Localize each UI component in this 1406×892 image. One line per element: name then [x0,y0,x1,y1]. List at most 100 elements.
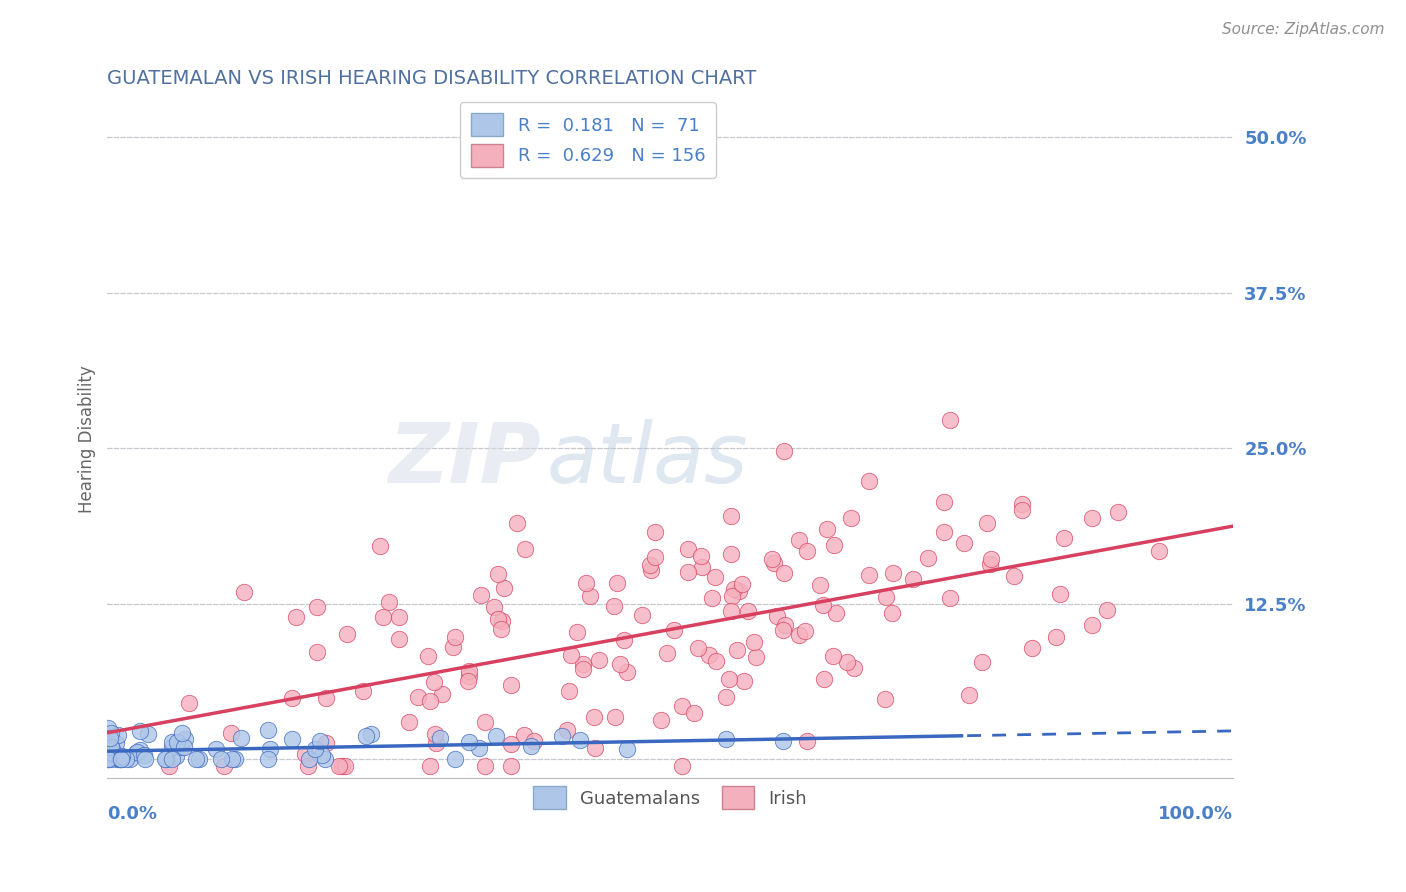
Point [406,690,429,704]
Point [858,568,880,582]
Point [970,655,993,669]
Point [976,516,998,530]
Point [371,610,394,624]
Point [127,745,149,759]
Point [690,560,713,574]
Point [731,577,754,591]
Point [721,589,744,603]
Point [957,688,980,702]
Text: ZIP: ZIP [388,419,541,500]
Point [603,710,626,724]
Point [356,729,378,743]
Point [388,632,411,647]
Point [335,758,357,772]
Point [644,549,666,564]
Point [630,607,652,622]
Point [257,723,280,737]
Point [100,747,122,761]
Point [188,752,211,766]
Point [97,752,120,766]
Point [650,713,672,727]
Point [638,558,661,572]
Point [432,687,454,701]
Point [700,591,723,605]
Point [419,694,441,708]
Point [939,591,962,605]
Point [416,649,439,664]
Point [328,758,350,772]
Point [787,533,810,547]
Text: 100.0%: 100.0% [1159,805,1233,823]
Point [787,628,810,642]
Point [124,746,146,760]
Point [501,737,523,751]
Point [523,734,546,748]
Point [811,599,834,613]
Point [742,635,765,649]
Point [588,653,610,667]
Point [575,576,598,591]
Point [104,735,127,749]
Point [873,692,896,706]
Point [107,728,129,742]
Point [97,739,120,753]
Point [108,752,131,766]
Point [716,731,738,746]
Point [352,683,374,698]
Point [1147,544,1170,558]
Point [458,735,481,749]
Point [775,618,797,632]
Point [388,610,411,624]
Point [256,752,278,766]
Point [485,729,508,743]
Point [173,731,195,746]
Point [378,595,401,609]
Point [157,758,180,772]
Point [457,669,479,683]
Point [737,604,759,618]
Point [616,742,638,756]
Point [572,662,595,676]
Point [110,752,132,766]
Point [761,551,783,566]
Point [444,630,467,644]
Point [118,752,141,766]
Point [727,584,749,599]
Point [100,752,122,766]
Point [1080,618,1102,632]
Point [96,742,118,756]
Point [474,758,496,772]
Point [613,632,636,647]
Point [609,657,631,671]
Point [1081,510,1104,524]
Point [474,714,496,729]
Point [284,610,307,624]
Point [499,758,522,772]
Point [155,752,177,766]
Point [443,752,465,766]
Point [177,696,200,710]
Point [582,710,605,724]
Point [714,690,737,704]
Point [97,752,120,766]
Point [315,736,337,750]
Point [678,565,700,579]
Point [583,741,606,756]
Point [858,474,880,488]
Point [513,727,536,741]
Point [808,578,831,592]
Point [602,599,624,613]
Point [457,673,479,688]
Point [315,691,337,706]
Point [579,589,602,603]
Point [281,731,304,746]
Point [221,751,243,765]
Point [720,547,742,561]
Point [506,516,529,530]
Point [689,549,711,563]
Point [772,624,794,638]
Point [1049,586,1071,600]
Point [330,758,353,772]
Point [360,727,382,741]
Point [205,742,228,756]
